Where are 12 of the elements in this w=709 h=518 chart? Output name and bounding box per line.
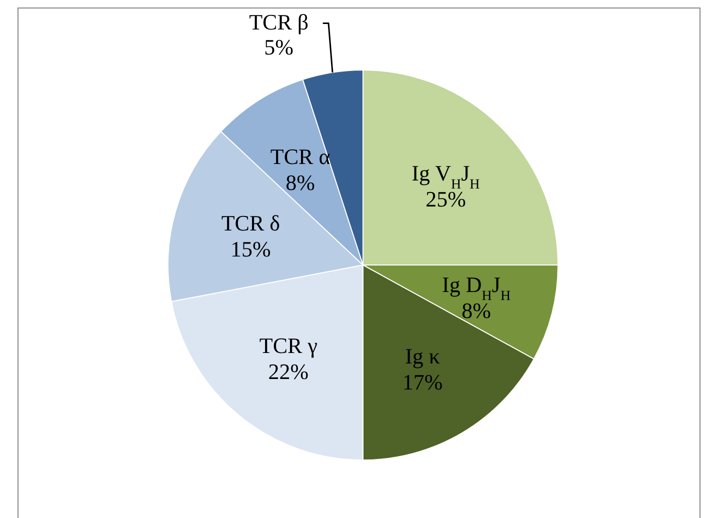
slice-label: TCR δ <box>221 210 280 236</box>
slice-label: TCR α <box>270 144 331 170</box>
slice-label: Ig κ <box>405 344 440 369</box>
data-label: 17% <box>402 370 443 395</box>
data-label: 22% <box>268 359 309 384</box>
data-label: 15% <box>230 236 271 262</box>
slice-label: TCR β <box>249 9 309 34</box>
slice-label: Ig V$_{H}$J$_{H}$ <box>412 160 480 192</box>
data-label: 8% <box>286 170 315 196</box>
data-label: 5% <box>264 34 294 60</box>
slice-label: TCR γ <box>259 333 318 358</box>
slice-label: Ig D$_{H}$J$_{H}$ <box>442 272 511 304</box>
